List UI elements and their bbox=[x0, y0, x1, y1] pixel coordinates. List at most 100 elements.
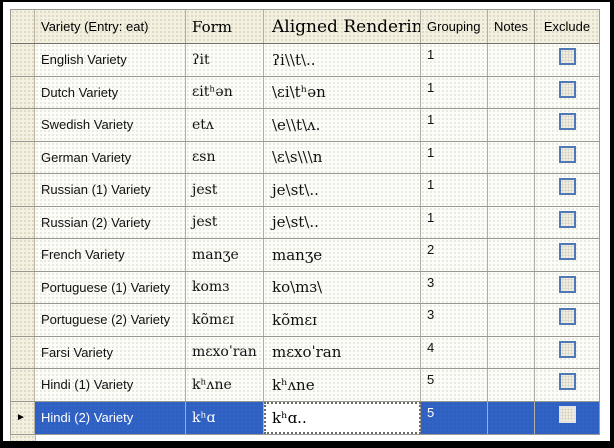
exclude-checkbox[interactable] bbox=[558, 178, 576, 195]
form-cell[interactable]: kʰɑ bbox=[186, 401, 264, 434]
notes-cell[interactable] bbox=[488, 44, 535, 76]
exclude-checkbox[interactable] bbox=[558, 80, 576, 98]
row-selector[interactable]: ► bbox=[11, 401, 35, 434]
notes-cell[interactable] bbox=[488, 76, 535, 108]
grouping-cell[interactable]: 1 bbox=[421, 206, 488, 238]
table-row[interactable]: ► French Variety manʒe manʒe 2 bbox=[11, 239, 599, 272]
exclude-checkbox[interactable] bbox=[558, 48, 576, 65]
variety-cell[interactable]: Russian (1) Variety bbox=[35, 174, 186, 206]
form-cell[interactable]: ɛsn bbox=[186, 141, 264, 173]
notes-cell[interactable] bbox=[488, 304, 535, 336]
aligned-rendering-cell[interactable]: \ɛ\s\\\n bbox=[264, 141, 421, 173]
column-header-form[interactable]: Form bbox=[186, 10, 264, 43]
row-selector[interactable]: ► bbox=[11, 369, 35, 401]
aligned-rendering-cell[interactable]: \ɛi\tʰən bbox=[264, 76, 421, 108]
column-header-aligned-rendering[interactable]: Aligned Rendering bbox=[264, 10, 421, 43]
form-cell[interactable]: ʔit bbox=[186, 44, 264, 76]
aligned-rendering-cell[interactable]: je\st\.. bbox=[264, 206, 421, 238]
notes-cell[interactable] bbox=[488, 206, 535, 238]
aligned-rendering-cell[interactable]: ko\mɜ\ bbox=[264, 271, 421, 303]
form-cell[interactable]: jest bbox=[186, 174, 264, 206]
variety-cell[interactable]: Farsi Variety bbox=[35, 336, 186, 368]
grouping-cell[interactable]: 1 bbox=[421, 174, 488, 206]
aligned-rendering-cell[interactable]: mɛxoˈran bbox=[264, 336, 421, 368]
grouping-cell[interactable]: 5 bbox=[421, 401, 488, 434]
variety-cell[interactable]: Hindi (1) Variety bbox=[35, 369, 186, 401]
row-selector[interactable]: ► bbox=[11, 76, 35, 108]
exclude-checkbox[interactable] bbox=[558, 308, 576, 325]
notes-cell[interactable] bbox=[488, 174, 535, 206]
aligned-rendering-cell[interactable]: kʰɑ.. bbox=[264, 401, 421, 434]
grouping-cell[interactable]: 1 bbox=[421, 44, 488, 76]
exclude-checkbox[interactable] bbox=[558, 405, 576, 423]
grouping-cell[interactable]: 3 bbox=[421, 304, 488, 336]
form-cell[interactable]: kõmɛɪ bbox=[186, 304, 264, 336]
variety-cell[interactable]: Portuguese (1) Variety bbox=[35, 271, 186, 303]
table-row[interactable]: ► English Variety ʔit ʔi\\t\.. 1 bbox=[11, 44, 599, 77]
aligned-rendering-cell[interactable]: \e\\t\ʌ. bbox=[264, 109, 421, 141]
form-cell[interactable]: etʌ bbox=[186, 109, 264, 141]
table-row[interactable]: ► Russian (2) Variety jest je\st\.. 1 bbox=[11, 206, 599, 239]
row-selector[interactable]: ► bbox=[11, 44, 35, 76]
column-header-notes[interactable]: Notes bbox=[488, 10, 535, 43]
grouping-cell[interactable]: 1 bbox=[421, 141, 488, 173]
notes-cell[interactable] bbox=[488, 336, 535, 368]
exclude-checkbox[interactable] bbox=[558, 210, 576, 228]
exclude-checkbox[interactable] bbox=[558, 145, 576, 163]
table-row[interactable]: ► German Variety ɛsn \ɛ\s\\\n 1 bbox=[11, 141, 599, 174]
row-selector[interactable]: ► bbox=[11, 206, 35, 238]
grouping-cell[interactable]: 3 bbox=[421, 271, 488, 303]
row-selector[interactable]: ► bbox=[11, 239, 35, 271]
form-cell[interactable]: ɛitʰən bbox=[186, 76, 264, 108]
notes-cell[interactable] bbox=[488, 401, 535, 434]
table-row[interactable]: ► Farsi Variety mɛxoˈran mɛxoˈran 4 bbox=[11, 336, 599, 369]
table-row[interactable]: ► Swedish Variety etʌ \e\\t\ʌ. 1 bbox=[11, 109, 599, 142]
variety-cell[interactable]: Portuguese (2) Variety bbox=[35, 304, 186, 336]
variety-cell[interactable]: Russian (2) Variety bbox=[35, 206, 186, 238]
aligned-rendering-cell[interactable]: kʰʌne bbox=[264, 369, 421, 401]
form-cell[interactable]: manʒe bbox=[186, 239, 264, 271]
notes-cell[interactable] bbox=[488, 141, 535, 173]
exclude-checkbox[interactable] bbox=[558, 243, 576, 260]
grouping-cell[interactable]: 2 bbox=[421, 239, 488, 271]
row-selector[interactable]: ► bbox=[11, 109, 35, 141]
form-cell[interactable]: mɛxoˈran bbox=[186, 336, 264, 368]
exclude-checkbox[interactable] bbox=[558, 275, 576, 293]
notes-cell[interactable] bbox=[488, 271, 535, 303]
table-row[interactable]: ► Hindi (2) Variety kʰɑ kʰɑ.. 5 bbox=[11, 401, 599, 434]
variety-cell[interactable]: Swedish Variety bbox=[35, 109, 186, 141]
form-cell[interactable]: komɜ bbox=[186, 271, 264, 303]
variety-cell[interactable]: English Variety bbox=[35, 44, 186, 76]
table-row[interactable]: ► Hindi (1) Variety kʰʌne kʰʌne 5 bbox=[11, 369, 599, 402]
grouping-cell[interactable]: 5 bbox=[421, 369, 488, 401]
form-cell[interactable]: jest bbox=[186, 206, 264, 238]
notes-cell[interactable] bbox=[488, 239, 535, 271]
row-selector[interactable]: ► bbox=[11, 174, 35, 206]
grouping-cell[interactable]: 1 bbox=[421, 76, 488, 108]
variety-cell[interactable]: French Variety bbox=[35, 239, 186, 271]
aligned-rendering-cell[interactable]: manʒe bbox=[264, 239, 421, 271]
aligned-rendering-cell[interactable]: ʔi\\t\.. bbox=[264, 44, 421, 76]
row-selector[interactable]: ► bbox=[11, 336, 35, 368]
aligned-rendering-cell[interactable]: kõmɛɪ bbox=[264, 304, 421, 336]
column-header-grouping[interactable]: Grouping bbox=[421, 10, 488, 43]
notes-cell[interactable] bbox=[488, 369, 535, 401]
exclude-checkbox[interactable] bbox=[558, 113, 576, 130]
variety-cell[interactable]: Dutch Variety bbox=[35, 76, 186, 108]
row-selector[interactable]: ► bbox=[11, 141, 35, 173]
column-header-variety[interactable]: Variety (Entry: eat) bbox=[35, 10, 186, 43]
exclude-checkbox[interactable] bbox=[558, 373, 576, 390]
variety-cell[interactable]: Hindi (2) Variety bbox=[35, 401, 186, 434]
grouping-cell[interactable]: 4 bbox=[421, 336, 488, 368]
table-row[interactable]: ► Dutch Variety ɛitʰən \ɛi\tʰən 1 bbox=[11, 76, 599, 109]
grouping-cell[interactable]: 1 bbox=[421, 109, 488, 141]
notes-cell[interactable] bbox=[488, 109, 535, 141]
table-row[interactable]: ► Russian (1) Variety jest je\st\.. 1 bbox=[11, 174, 599, 207]
variety-cell[interactable]: German Variety bbox=[35, 141, 186, 173]
form-cell[interactable]: kʰʌne bbox=[186, 369, 264, 401]
aligned-rendering-cell[interactable]: je\st\.. bbox=[264, 174, 421, 206]
exclude-checkbox[interactable] bbox=[558, 340, 576, 358]
column-header-exclude[interactable]: Exclude bbox=[535, 10, 599, 43]
table-row[interactable]: ► Portuguese (1) Variety komɜ ko\mɜ\ 3 bbox=[11, 271, 599, 304]
row-selector[interactable]: ► bbox=[11, 304, 35, 336]
